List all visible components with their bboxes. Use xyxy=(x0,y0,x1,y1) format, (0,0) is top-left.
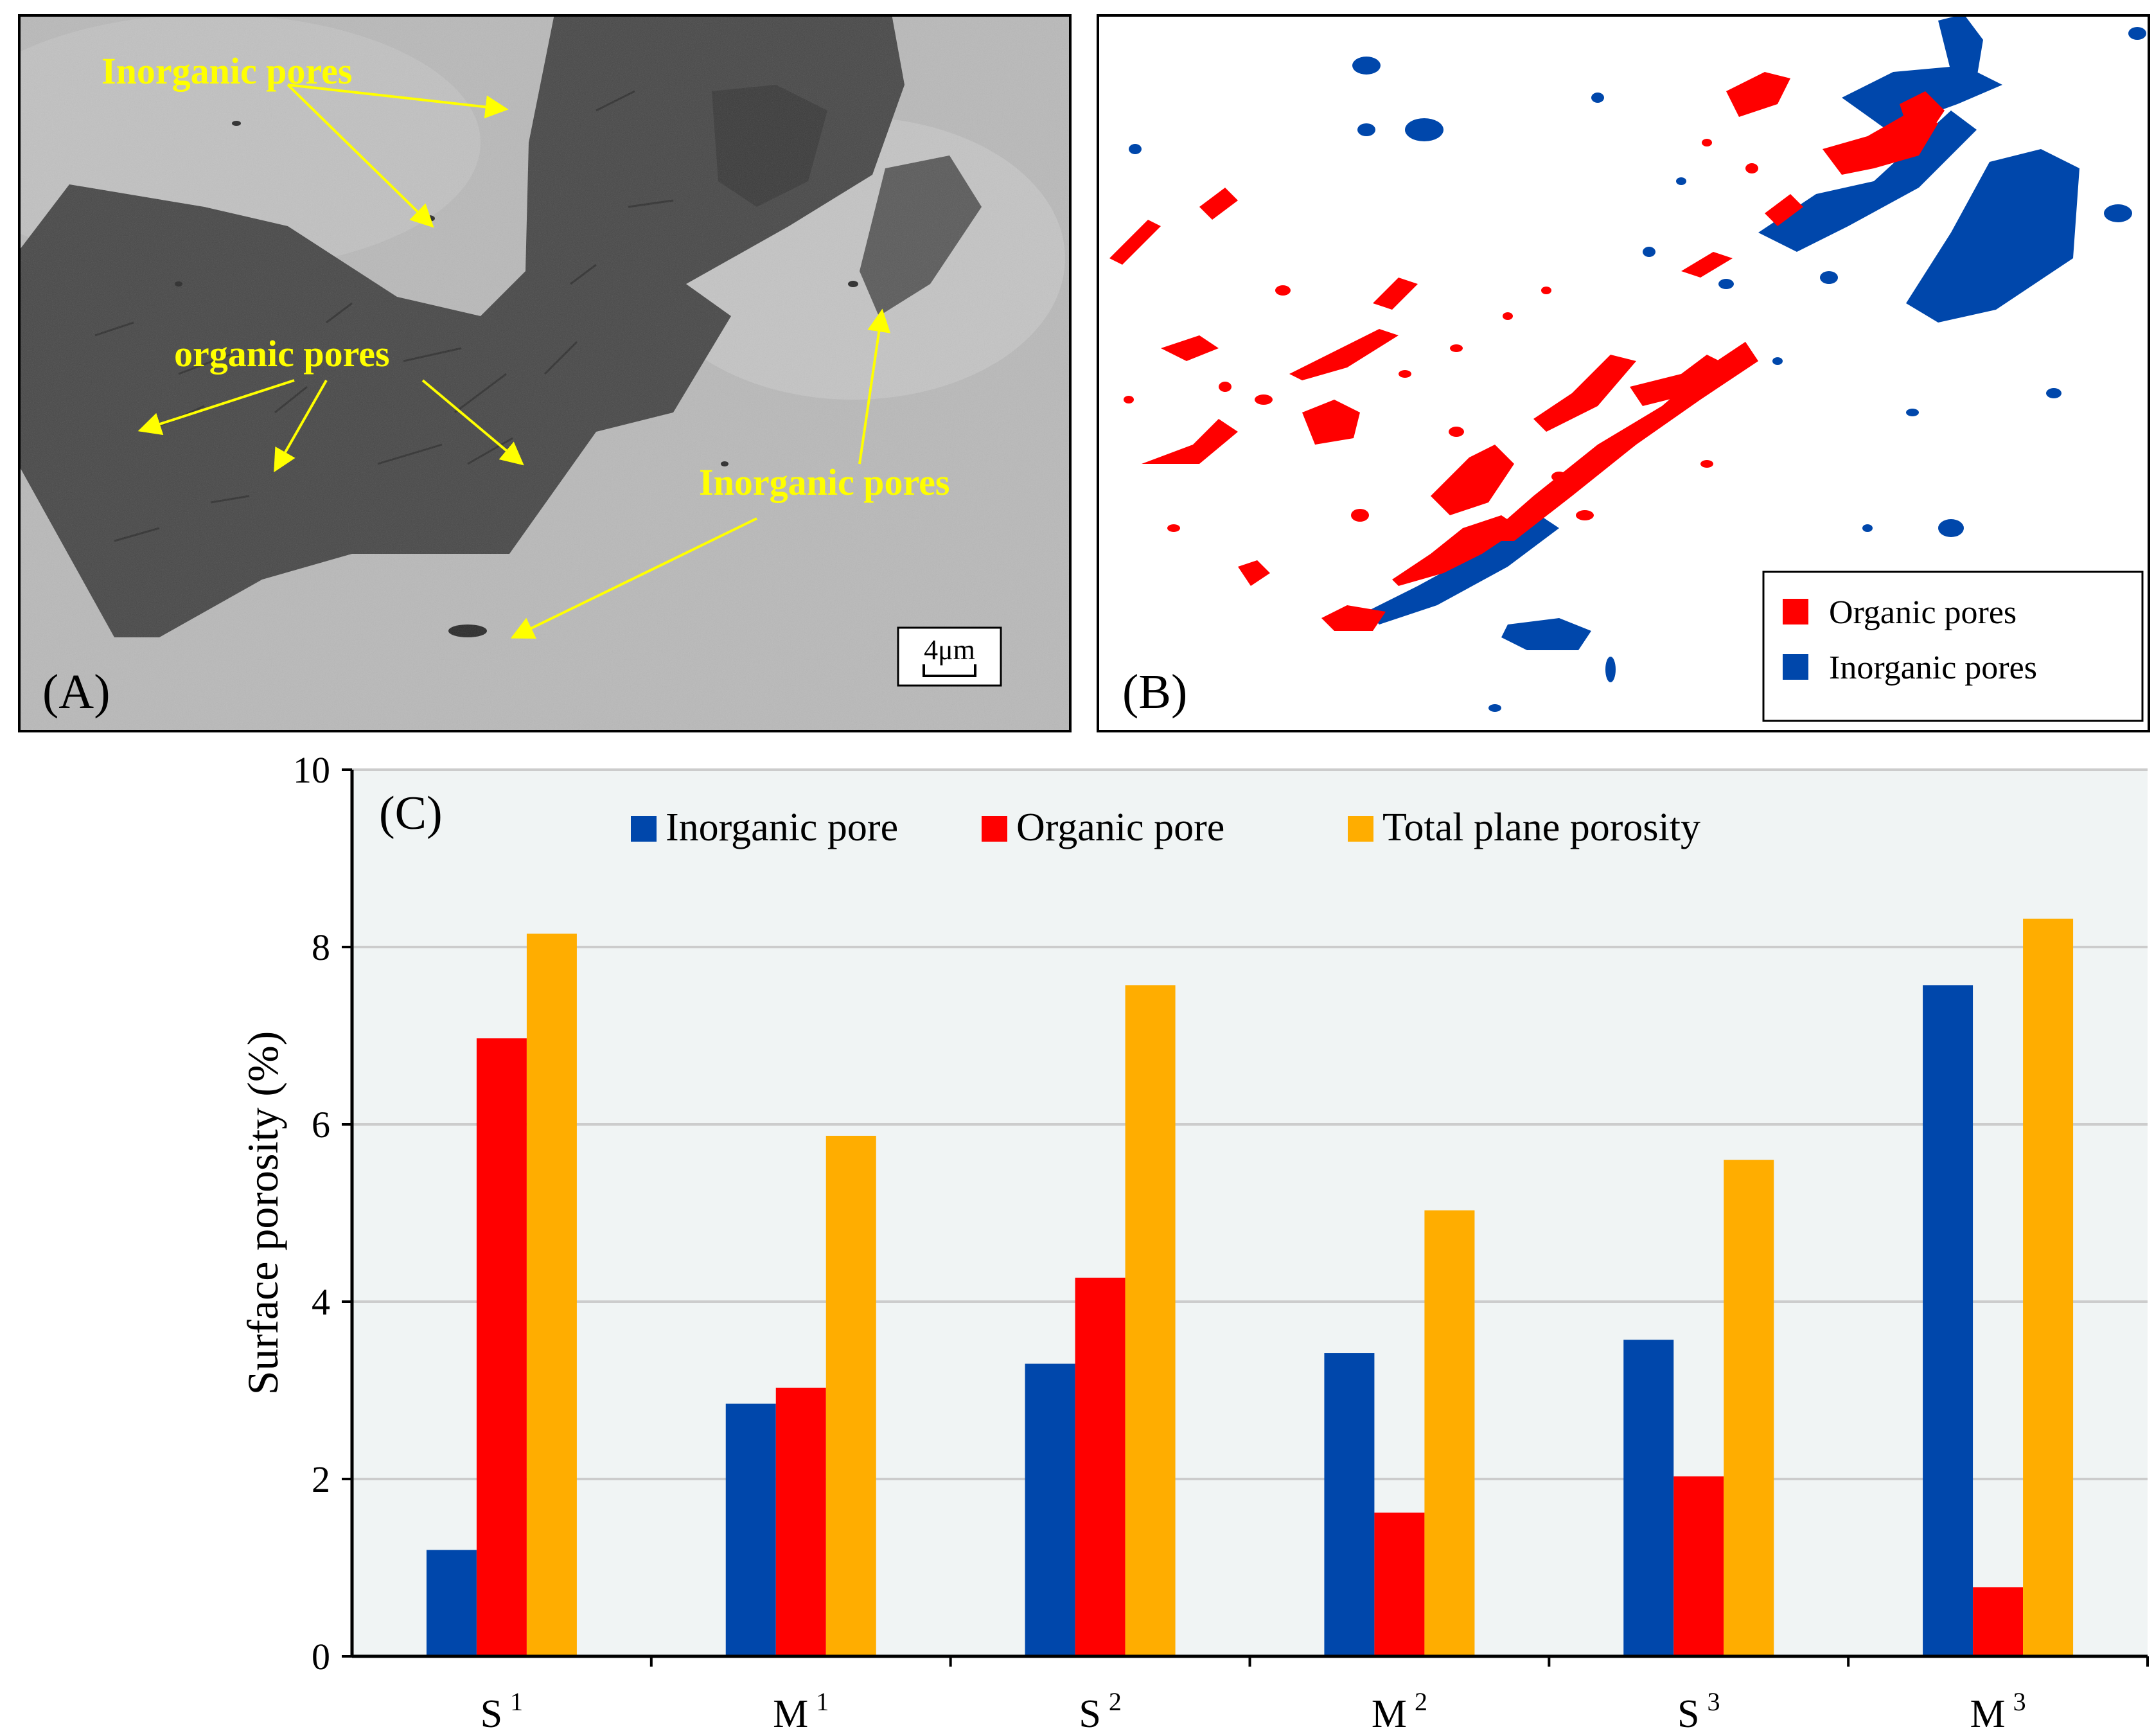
bar-inorganic-pore xyxy=(426,1550,477,1656)
bar-organic-pore xyxy=(775,1387,826,1656)
bar-organic-pore xyxy=(1973,1587,2024,1656)
bar-organic-pore xyxy=(1374,1512,1425,1656)
organic-pore-regions xyxy=(1109,72,1945,631)
label-inorganic-pores-right: Inorganic pores xyxy=(699,461,949,503)
legend-swatch-inorganic-pore xyxy=(631,816,657,842)
panel-b-border xyxy=(1097,14,2150,732)
bar-organic-pore xyxy=(476,1038,527,1656)
scale-bar-label: 4μm xyxy=(924,634,975,666)
bar-total-plane-porosity xyxy=(825,1135,876,1656)
bar-total-plane-porosity xyxy=(1125,985,1176,1656)
bar-organic-pore xyxy=(1075,1277,1126,1656)
bar-inorganic-pore xyxy=(1324,1353,1375,1656)
legend-swatch-organic-pores xyxy=(1783,599,1808,624)
bar-organic-pore xyxy=(1673,1476,1724,1656)
legend-label-inorganic-pores: Inorganic pores xyxy=(1829,650,2037,686)
panel-a-label: (A) xyxy=(42,665,110,719)
axes xyxy=(342,768,2149,1667)
scale-bar xyxy=(923,664,976,677)
y-axis-label: Surface porosity (%) xyxy=(238,1031,287,1395)
label-organic-pores: organic pores xyxy=(174,333,390,375)
y-tick-label: 4 xyxy=(312,1281,330,1323)
sem-noise xyxy=(18,14,1072,732)
bar-inorganic-pore xyxy=(1025,1363,1075,1656)
bar-inorganic-pore xyxy=(1923,985,1973,1656)
chart-legend: Inorganic pore Organic pore Total plane po… xyxy=(631,806,1700,849)
legend-label: Inorganic pore xyxy=(666,806,898,849)
y-tick-label: 6 xyxy=(312,1104,330,1146)
legend-label: Total plane porosity xyxy=(1382,806,1700,849)
panel-b-label: (B) xyxy=(1122,665,1187,719)
panel-a: Inorganic pores organic pores Inorganic … xyxy=(18,14,1072,732)
legend-swatch-inorganic-pores xyxy=(1783,654,1808,680)
bar-inorganic-pore xyxy=(1623,1340,1674,1656)
y-tick-label: 10 xyxy=(293,749,330,791)
panel-b-legend-box xyxy=(1762,571,2144,722)
panel-c-label: (C) xyxy=(379,787,443,840)
legend-swatch-organic-pore xyxy=(982,816,1007,842)
panel-b: Organic pores Inorganic pores (B) xyxy=(1097,14,2150,732)
plot-area xyxy=(352,770,2148,1656)
legend-label: Organic pore xyxy=(1016,806,1224,849)
y-tick-label: 0 xyxy=(312,1636,330,1678)
bar-total-plane-porosity xyxy=(2023,918,2074,1656)
bar-inorganic-pore xyxy=(725,1403,776,1656)
label-inorganic-pores-top: Inorganic pores xyxy=(102,50,352,92)
y-tick-label: 8 xyxy=(312,926,330,968)
legend-swatch-total-plane-porosity xyxy=(1348,816,1373,842)
y-tick-labels: 0 2 4 6 8 10 xyxy=(293,749,330,1678)
gridlines xyxy=(352,768,2148,1480)
legend-label-organic-pores: Organic pores xyxy=(1829,594,2017,631)
y-tick-label: 2 xyxy=(312,1458,330,1500)
bar-total-plane-porosity xyxy=(1424,1210,1475,1656)
annotation-arrows xyxy=(137,84,891,639)
panel-a-border xyxy=(18,14,1072,732)
bars xyxy=(426,918,2074,1656)
bar-total-plane-porosity xyxy=(526,934,577,1656)
bar-total-plane-porosity xyxy=(1724,1160,1774,1656)
